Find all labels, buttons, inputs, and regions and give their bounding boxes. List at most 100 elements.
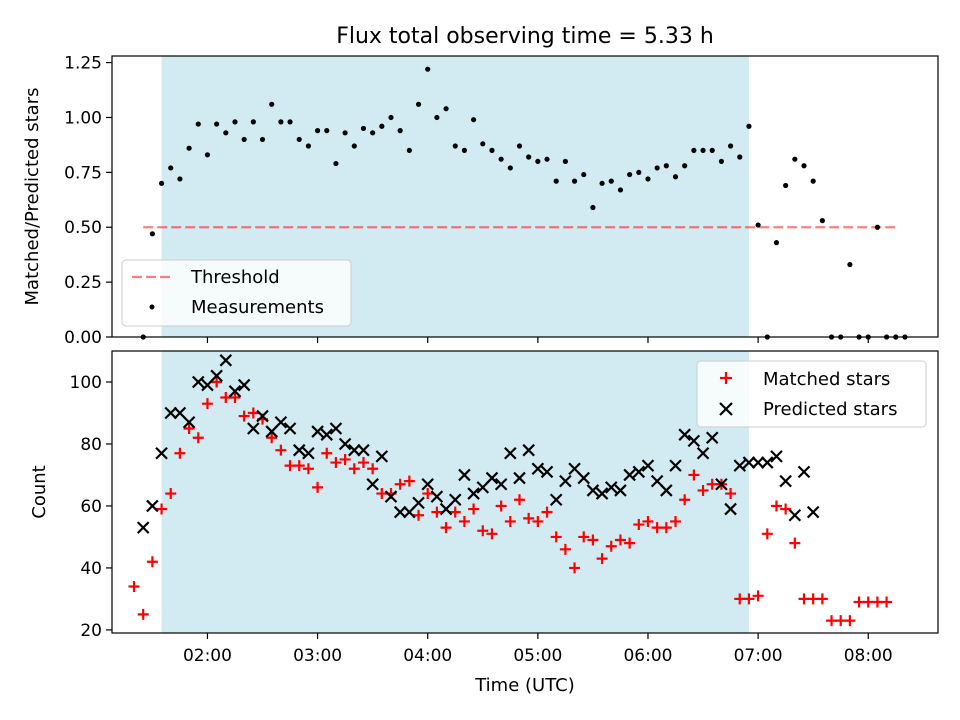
y-tick-label: 0.75 <box>64 163 102 183</box>
matched-star-point <box>642 515 654 527</box>
matched-star-point <box>871 596 883 608</box>
measurement-point <box>654 165 660 171</box>
predicted-star-point <box>201 378 214 392</box>
predicted-star-point <box>504 446 517 460</box>
predicted-star-point <box>751 456 765 469</box>
matched-star-point <box>826 615 838 627</box>
measurement-point <box>663 163 669 169</box>
matched-star-point <box>312 481 324 493</box>
matched-star-point <box>367 463 379 475</box>
x-tick-label: 03:00 <box>293 646 342 666</box>
matched-star-point <box>881 596 893 608</box>
predicted-star-point <box>549 493 563 507</box>
measurement-point <box>553 178 559 184</box>
matched-star-point <box>174 447 186 459</box>
measurement-point <box>645 176 651 182</box>
measurement-point <box>590 204 596 211</box>
predicted-star-point <box>384 490 398 503</box>
predicted-star-point <box>311 425 324 438</box>
measurement-point <box>792 156 798 162</box>
ratio-plot-frame <box>111 55 939 338</box>
matched-star-point <box>192 432 204 444</box>
measurement-point <box>461 147 468 153</box>
measurement-point <box>415 101 422 107</box>
count-points <box>128 354 893 627</box>
measurement-point <box>333 160 339 167</box>
matched-star-point <box>578 531 590 543</box>
matched-star-point <box>752 590 764 602</box>
matched-star-point <box>624 537 636 549</box>
predicted-star-point <box>173 406 187 420</box>
predicted-star-point <box>559 474 572 488</box>
measurement-point <box>195 121 201 127</box>
measurement-point <box>232 119 238 125</box>
matched-star-point <box>660 522 672 534</box>
x-tick-label: 08:00 <box>844 646 893 666</box>
measurement-point <box>452 143 458 149</box>
measurement-point <box>471 117 477 123</box>
measurement-point <box>810 178 816 184</box>
measurement-point <box>388 114 394 121</box>
predicted-star-point <box>494 477 508 491</box>
measurement-point <box>425 66 431 72</box>
matched-star-point <box>238 410 250 422</box>
predicted-star-point <box>724 502 737 516</box>
matched-star-point <box>156 503 168 515</box>
matched-legend-swatch <box>720 372 732 384</box>
matched-star-point <box>807 593 819 605</box>
predicted-star-point <box>292 443 306 457</box>
measurement-point <box>691 147 697 153</box>
measurement-point <box>214 121 220 127</box>
predicted-star-point <box>604 481 618 494</box>
matched-star-point <box>376 488 388 500</box>
measurement-point <box>480 141 486 147</box>
predicted-star-point <box>403 505 416 519</box>
matched-star-point <box>725 488 737 500</box>
matched-star-point <box>394 478 406 490</box>
measurement-point <box>847 261 853 268</box>
matched-star-point <box>431 506 443 518</box>
measurement-point <box>278 119 284 125</box>
predicted-star-point <box>146 499 159 513</box>
measurement-point <box>544 156 550 162</box>
measurement-point <box>434 114 440 121</box>
matched-star-point <box>513 494 525 506</box>
matched-star-point <box>633 519 645 531</box>
predicted-star-point <box>448 493 462 507</box>
measurement-point <box>599 180 605 186</box>
matched-star-point <box>440 522 452 534</box>
predicted-star-point <box>265 425 278 438</box>
matched-star-point <box>605 540 617 552</box>
predicted-star-point <box>283 422 297 435</box>
measurement-point <box>204 152 211 158</box>
matched-star-point <box>670 515 682 527</box>
matched-star-point <box>688 469 700 481</box>
measurement-point <box>627 171 633 178</box>
matched-star-point <box>541 506 553 518</box>
predicted-star-point <box>302 446 315 460</box>
measurement-point <box>379 123 385 129</box>
matched-star-point <box>458 515 470 527</box>
predicted-star-point <box>338 437 352 451</box>
y-tick-label: 0.50 <box>64 218 102 238</box>
matched-star-point <box>770 500 782 512</box>
matched-star-point <box>761 528 773 540</box>
measurement-point <box>562 158 568 164</box>
measurement-point <box>314 128 321 134</box>
count-x-axis-ticks: 02:00 03:00 04:00 05:00 06:00 07:00 08:00 <box>183 633 893 666</box>
predicted-star-point <box>393 505 407 519</box>
matched-star-point <box>798 593 810 605</box>
predicted-star-point <box>320 428 334 441</box>
ratio-panel: 0.00 0.25 0.50 0.75 1.00 1.25 Matched/Predict… <box>22 54 939 348</box>
chart-title: Flux total observing time = 5.33 h <box>336 24 714 49</box>
matched-legend-label: Matched stars <box>763 369 890 390</box>
matched-star-point <box>835 615 847 627</box>
ratio-y-axis-ticks: 0.00 0.25 0.50 0.75 1.00 1.25 <box>64 54 112 348</box>
predicted-star-point <box>715 477 728 491</box>
ratio-legend-box <box>121 259 352 327</box>
x-tick-label: 05:00 <box>513 646 562 666</box>
x-tick-label: 02:00 <box>183 646 232 666</box>
predicted-star-point <box>650 474 664 488</box>
predicted-star-point <box>614 484 627 497</box>
